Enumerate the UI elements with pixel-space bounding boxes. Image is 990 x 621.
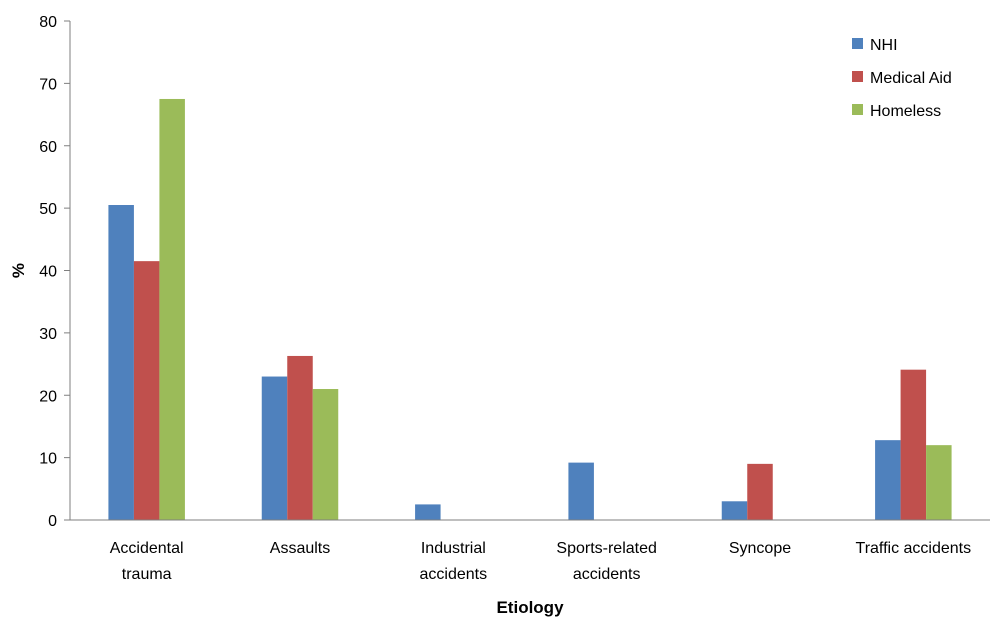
bar-nhi <box>108 205 134 520</box>
x-category-label: accidents <box>420 566 488 583</box>
bar-nhi <box>415 504 441 520</box>
x-category-label: Assaults <box>270 540 330 557</box>
bar-homeless <box>312 389 339 520</box>
x-category-label: trauma <box>122 566 172 583</box>
legend-label: Medical Aid <box>870 70 952 87</box>
x-category-label: Traffic accidents <box>856 540 972 557</box>
y-tick-label: 40 <box>39 264 57 281</box>
x-category-label: Syncope <box>729 540 791 557</box>
axes-layer <box>64 20 990 521</box>
bar-medical-aid <box>747 463 773 520</box>
bar-medical-aid <box>133 261 160 520</box>
bar-nhi <box>721 501 748 520</box>
y-tick-label: 10 <box>39 451 57 468</box>
x-category-label: Sports-related <box>556 540 657 557</box>
y-tick-label: 30 <box>39 326 57 343</box>
y-axis-title: % <box>9 263 28 278</box>
x-category-label: accidents <box>573 566 641 583</box>
y-tick-labels: 0 10 20 30 40 50 60 70 80 <box>39 14 57 530</box>
x-axis-title: Etiology <box>496 598 564 617</box>
bar-homeless <box>159 98 185 520</box>
bar-homeless <box>926 445 952 520</box>
bars-layer <box>108 98 952 520</box>
bar-nhi <box>875 440 901 520</box>
y-tick-label: 70 <box>39 76 57 93</box>
bar-nhi <box>568 462 594 520</box>
bar-nhi <box>261 376 288 520</box>
y-tick-label: 20 <box>39 388 57 405</box>
y-tick-label: 0 <box>48 513 57 530</box>
bar-medical-aid <box>900 369 927 520</box>
legend: NHI Medical Aid Homeless <box>852 37 952 120</box>
x-category-labels: Accidental trauma Assaults Industrial accide… <box>110 540 971 583</box>
y-tick-label: 60 <box>39 139 57 156</box>
legend-label: NHI <box>870 37 898 54</box>
x-category-label: Industrial <box>421 540 486 557</box>
legend-label: Homeless <box>870 103 941 120</box>
bar-medical-aid <box>287 355 313 520</box>
legend-swatch <box>852 104 863 115</box>
legend-swatch <box>852 38 863 49</box>
legend-swatch <box>852 71 863 82</box>
y-tick-label: 80 <box>39 14 57 31</box>
y-tick-label: 50 <box>39 201 57 218</box>
x-category-label: Accidental <box>110 540 184 557</box>
